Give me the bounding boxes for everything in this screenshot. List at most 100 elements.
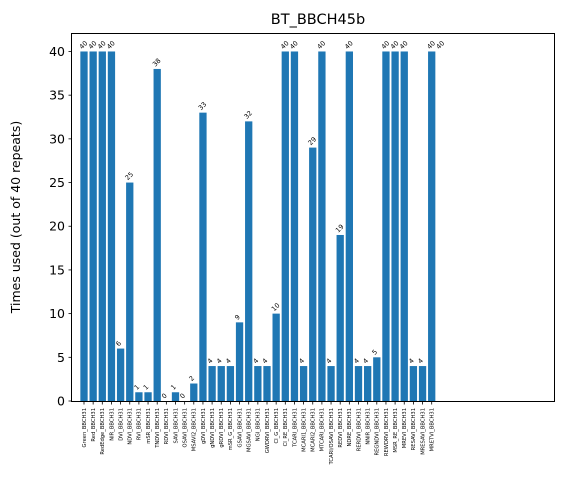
data-label: 2 <box>188 374 197 383</box>
bar <box>418 366 427 401</box>
data-label: 40 <box>343 39 355 51</box>
x-tick-label: OSAVI_BBCH31 <box>182 408 188 448</box>
x-tick-label: GWDRVI_BBCH31 <box>265 408 271 453</box>
bar <box>345 51 353 401</box>
bar <box>400 51 408 401</box>
data-label: 4 <box>224 357 233 366</box>
x-tick-label: MREVI_BBCH31 <box>402 408 408 448</box>
x-tick-label: REWDRVI_BBCH31 <box>384 408 390 456</box>
x-tick-label: NIR_BBCH31 <box>109 408 115 441</box>
bar <box>336 234 344 401</box>
y-tick-label: 0 <box>57 394 65 409</box>
data-label: 40 <box>288 39 300 51</box>
data-label: 1 <box>133 383 142 392</box>
bar <box>199 112 207 401</box>
y-tick-label: 30 <box>49 131 65 146</box>
x-tick-label: NDRE_BBCH31 <box>347 408 353 447</box>
bar <box>126 182 134 401</box>
bar <box>373 357 381 401</box>
data-label: 40 <box>279 39 291 51</box>
bar <box>272 313 280 401</box>
bar <box>290 51 299 401</box>
bar <box>364 366 372 401</box>
x-tick-label: MRETVI_BBCH31 <box>430 408 436 451</box>
bar <box>217 366 225 401</box>
data-label: 9 <box>233 313 242 322</box>
data-label: 0 <box>160 392 169 401</box>
data-label: 40 <box>96 39 108 51</box>
x-tick-label: mSR_G_BBCH31 <box>228 408 234 450</box>
bar <box>254 366 262 401</box>
y-axis-ticks: 0 5 10 15 20 25 30 35 40 <box>49 44 72 409</box>
bar <box>263 366 271 401</box>
data-label: 4 <box>215 357 224 366</box>
x-tick-label: TNDVI_BBCH31 <box>155 408 161 449</box>
bar <box>309 147 317 401</box>
bar <box>245 121 253 401</box>
x-tick-label: gNDVI_BBCH31 <box>210 408 216 448</box>
data-label: 40 <box>105 39 117 51</box>
bar <box>382 51 390 401</box>
data-label: 1 <box>142 383 151 392</box>
data-label: 4 <box>206 357 215 366</box>
bar <box>327 366 335 401</box>
x-tick-label: SAVI_BBCH31 <box>173 408 179 443</box>
bar <box>190 383 198 401</box>
x-tick-label: mSR_BBCH31 <box>146 408 152 444</box>
y-tick-label: 20 <box>49 219 65 234</box>
bar <box>116 348 125 401</box>
data-label: 4 <box>416 357 425 366</box>
data-label: 40 <box>87 39 99 51</box>
data-label: 4 <box>407 357 416 366</box>
bar <box>80 51 88 401</box>
bar <box>318 51 326 401</box>
x-tick-label: gDVI_BBCH31 <box>201 408 207 444</box>
y-tick-label: 25 <box>49 175 65 190</box>
bar <box>98 51 106 401</box>
bar <box>153 68 161 401</box>
x-tick-label: TCARI_BBCH31 <box>292 408 298 448</box>
x-tick-label: NGI_BBCH31 <box>256 408 262 441</box>
y-axis-label: Times used (out of 40 repeats) <box>8 121 23 314</box>
bar <box>428 51 436 401</box>
x-tick-label: MCARI1_BBCH31 <box>301 408 307 452</box>
x-tick-label: MRESAVI_BBCH31 <box>420 408 426 455</box>
bar <box>391 51 399 401</box>
y-tick-label: 35 <box>49 88 65 103</box>
data-label: 6 <box>114 339 123 348</box>
bar <box>171 392 180 401</box>
x-tick-label: gRDVI_BBCH31 <box>219 408 225 448</box>
data-label: 25 <box>124 170 136 182</box>
data-label: 0 <box>178 392 187 401</box>
data-label: 40 <box>78 39 90 51</box>
x-tick-label: RERDVI_BBCH31 <box>356 408 362 451</box>
x-tick-label: REGNDVI_BBCH31 <box>375 408 381 456</box>
bar <box>144 392 152 401</box>
bar <box>208 366 216 401</box>
data-label: 40 <box>389 39 401 51</box>
data-label: 38 <box>151 57 163 69</box>
x-tick-label: NNIR_BBCH31 <box>365 408 371 445</box>
y-tick-label: 15 <box>49 262 65 277</box>
data-label: 10 <box>270 301 282 313</box>
data-label: 40 <box>398 39 410 51</box>
x-tick-label: REDVI_BBCH31 <box>338 408 344 448</box>
x-tick-label: Green_BBCH31 <box>82 408 88 447</box>
x-tick-label: MCARI2_BBCH31 <box>311 408 317 452</box>
bar <box>226 366 235 401</box>
data-label-extra: 40 <box>435 39 447 51</box>
x-tick-label: RDVI_BBCH31 <box>164 408 170 444</box>
data-label: 4 <box>297 357 306 366</box>
plot-frame <box>71 33 555 402</box>
y-tick-label: 5 <box>57 350 65 365</box>
x-tick-label: CI_RE_BBCH31 <box>283 408 289 446</box>
bar <box>281 51 289 401</box>
data-label: 40 <box>425 39 437 51</box>
x-tick-label: MSR_RE_BBCH31 <box>393 408 399 453</box>
x-tick-label: MSAVI2_BBCH31 <box>192 408 198 451</box>
x-tick-label: Red_BBCH31 <box>91 408 97 442</box>
data-label: 32 <box>242 109 254 121</box>
y-tick-label: 40 <box>49 44 65 59</box>
x-tick-label: RESAVI_BBCH31 <box>411 408 417 450</box>
